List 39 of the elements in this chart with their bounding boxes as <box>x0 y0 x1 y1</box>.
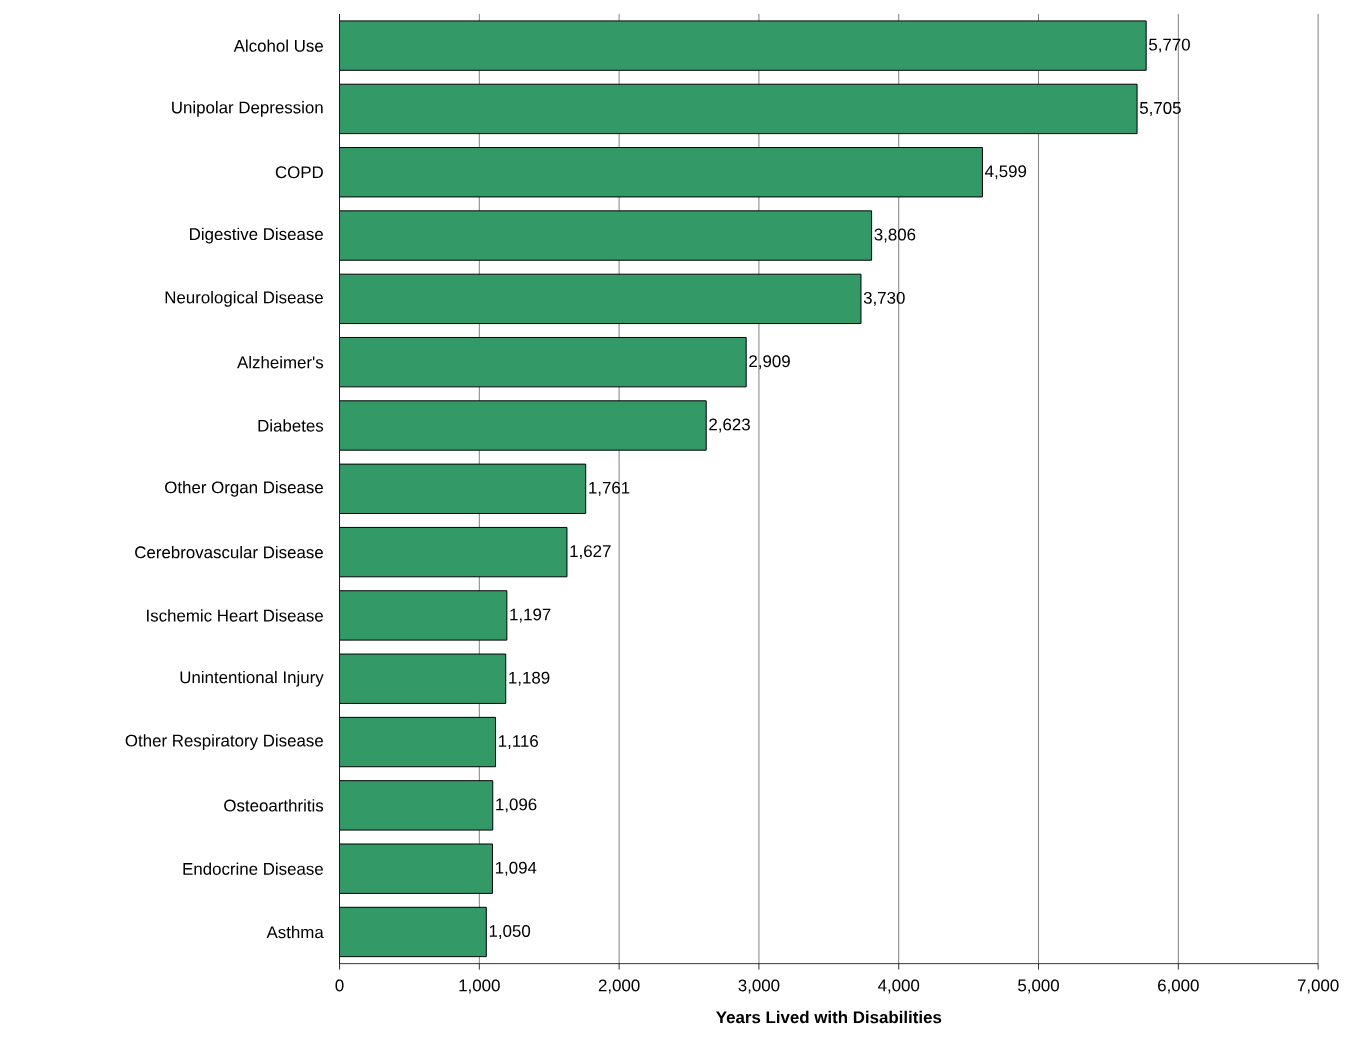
x-tick-label: 2,000 <box>598 979 640 994</box>
y-tick-label: Digestive Disease <box>190 227 323 244</box>
data-label: 1,197 <box>510 608 551 623</box>
data-label: 5,770 <box>1149 38 1190 53</box>
y-tick-label: COPD <box>275 166 323 179</box>
y-tick-label: Unipolar Depression <box>172 100 323 117</box>
data-label: 3,730 <box>863 291 905 306</box>
data-label: 1,761 <box>589 481 630 496</box>
data-label: 1,096 <box>496 798 537 813</box>
data-label: 1,627 <box>570 545 611 559</box>
x-tick-label: 1,000 <box>459 979 500 994</box>
y-tick-label: Other Organ Disease <box>165 480 323 497</box>
y-tick-label: Asthma <box>266 925 324 939</box>
y-tick-label: Unintentional Injury <box>180 670 324 687</box>
data-label: 1,116 <box>499 734 538 749</box>
y-tick-label: Ischemic Heart Disease <box>147 609 323 622</box>
x-axis-title: Years Lived with Disabilities <box>716 1010 942 1024</box>
data-label: 2,623 <box>709 418 750 433</box>
data-label: 1,050 <box>489 924 531 939</box>
data-label: 1,189 <box>509 671 550 686</box>
y-tick-label: Osteoarthritis <box>224 799 324 812</box>
y-tick-label: Neurological Disease <box>165 290 323 307</box>
y-tick-label: Endocrine Disease <box>183 862 323 875</box>
y-tick-label: Alzheimer's <box>237 355 324 369</box>
x-tick-label: 5,000 <box>1018 979 1059 994</box>
x-tick-label: 3,000 <box>738 979 780 994</box>
y-tick-label: Alcohol Use <box>233 39 323 52</box>
data-label: 3,806 <box>874 228 916 243</box>
data-label: 4,599 <box>985 165 1027 180</box>
x-tick-label: 0 <box>335 979 344 992</box>
x-tick-label: 7,000 <box>1297 979 1339 994</box>
x-tick-label: 4,000 <box>877 979 920 994</box>
y-tick-label: Diabetes <box>258 419 324 432</box>
x-tick-label: 6,000 <box>1158 979 1199 994</box>
y-tick-label: Cerebrovascular Disease <box>135 545 323 559</box>
y-tick-label: Other Respiratory Disease <box>125 734 323 750</box>
data-label: 2,909 <box>749 355 790 370</box>
data-label: 1,094 <box>495 861 537 876</box>
data-label: 5,705 <box>1139 101 1181 116</box>
